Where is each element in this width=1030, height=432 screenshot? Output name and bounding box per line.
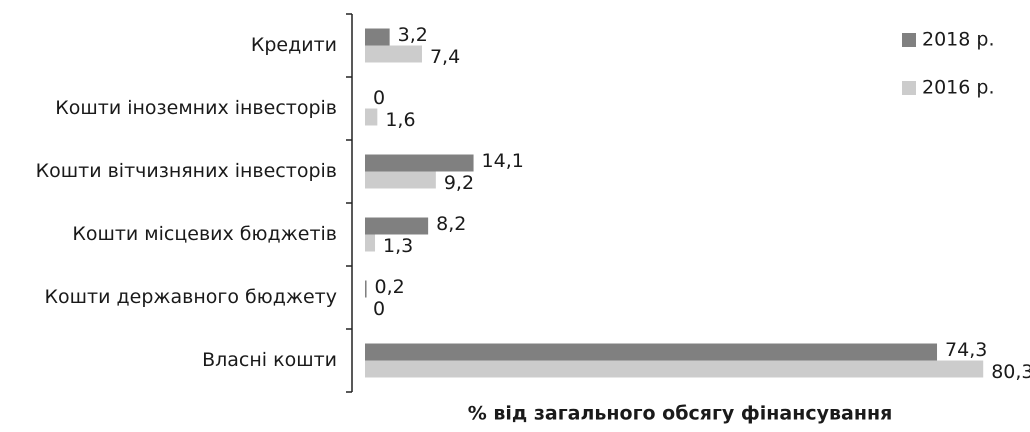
- value-label: 14,1: [482, 150, 524, 172]
- bar: [365, 28, 390, 46]
- bar: [365, 171, 436, 189]
- legend-label: 2018 р.: [922, 29, 995, 51]
- value-label: 80,3: [991, 361, 1030, 383]
- bar: [365, 234, 376, 252]
- bar: [365, 280, 367, 298]
- category-label: Кредити: [251, 34, 337, 56]
- legend-swatch: [902, 33, 916, 47]
- value-label: 3,2: [398, 24, 428, 46]
- category-label: Кошти іноземних інвесторів: [55, 97, 337, 119]
- value-label: 0: [373, 87, 385, 109]
- x-axis-label: % від загального обсягу фінансування: [468, 403, 893, 425]
- value-label: 1,6: [385, 109, 415, 131]
- category-label: Кошти державного бюджету: [45, 286, 337, 308]
- bar: [365, 45, 422, 63]
- value-label: 1,3: [383, 235, 413, 257]
- bar: [365, 360, 984, 378]
- value-label: 7,4: [430, 46, 460, 68]
- bar: [365, 108, 378, 126]
- category-label: Кошти місцевих бюджетів: [72, 223, 337, 245]
- bar: [365, 217, 429, 235]
- category-label: Кошти вітчизняних інвесторів: [36, 160, 337, 182]
- value-label: 74,3: [945, 339, 987, 361]
- value-label: 0: [373, 298, 385, 320]
- legend-swatch: [902, 81, 916, 95]
- value-label: 8,2: [436, 213, 466, 235]
- value-label: 0,2: [375, 276, 405, 298]
- legend-label: 2016 р.: [922, 77, 995, 99]
- value-label: 9,2: [444, 172, 474, 194]
- bar: [365, 343, 938, 361]
- category-label: Власні кошти: [202, 349, 337, 371]
- bar: [365, 154, 474, 172]
